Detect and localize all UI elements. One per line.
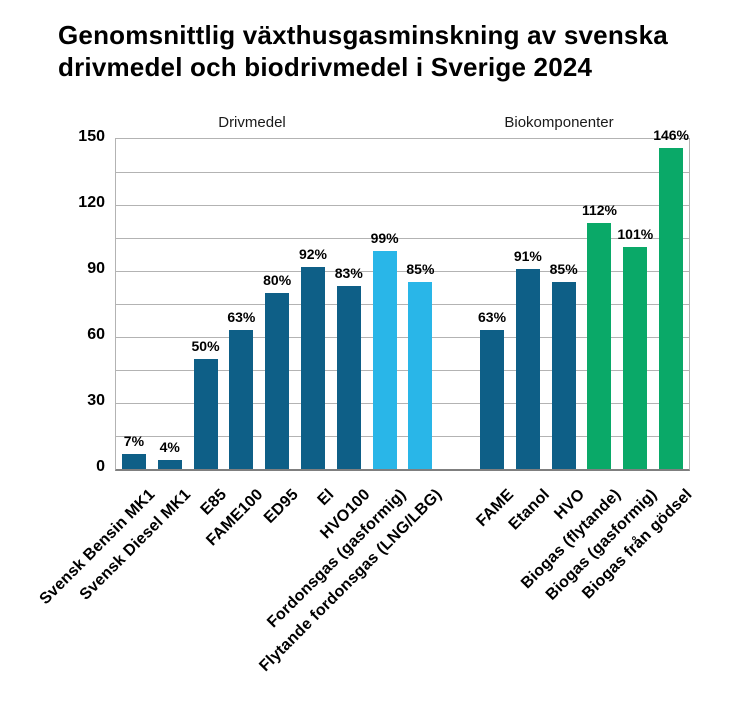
y-tick-label: 30 [87,392,105,409]
bar [193,359,218,469]
chart-title: Genomsnittlig växthusgasminskning av sve… [58,20,730,84]
gridline [116,370,689,371]
gridline [116,403,689,404]
bar-value-label: 63% [478,309,507,326]
bar-value-label: 91% [513,247,542,264]
bar [623,246,648,469]
x-category-label: ED95 [261,486,303,527]
bar [408,282,433,469]
bar-value-label: 85% [549,261,578,277]
bar-value-label: 112% [581,201,617,218]
bar [121,453,146,469]
bar-value-label: 83% [334,265,363,282]
y-tick-label: 0 [96,458,105,475]
y-tick-label: 150 [78,128,105,145]
bar-value-label: 4% [159,439,180,456]
chart-title-line1: Genomsnittlig växthusgasminskning av sve… [58,20,668,50]
bar [372,251,397,469]
y-tick-label: 90 [87,260,105,277]
bar-value-label: 101% [617,225,654,242]
gridline [116,172,689,173]
bar [336,286,361,469]
bar-value-label: 50% [191,338,220,354]
bar [265,293,290,469]
bar [157,460,182,469]
bar-value-label: 63% [227,309,256,326]
gridline [116,436,689,437]
bar-value-label: 80% [263,272,292,288]
group-label: Drivmedel [218,114,286,131]
group-label: Biokomponenter [504,114,614,131]
gridline [116,337,689,338]
bar-value-label: 85% [406,261,435,277]
bar-value-label: 99% [370,230,399,247]
gridline [116,205,689,206]
bar [480,330,505,469]
bar [587,222,612,469]
bar-value-label: 146% [653,126,689,143]
bar [659,147,684,469]
gridline [116,238,689,239]
x-category-label: El [314,486,338,510]
y-tick-label: 120 [78,194,105,211]
bar [551,282,576,469]
bar-value-label: 7% [123,432,145,449]
bar [300,266,325,469]
plot-area: 7% 4% 50% 63% 80% 92% 83% 99% 85% 63% 91% 85% 112% 10… [115,127,690,471]
gridline [116,271,689,272]
y-tick-label: 60 [87,326,105,343]
bar [229,330,254,469]
bar-value-label: 92% [298,245,327,262]
bar [515,268,540,469]
gridline [116,304,689,305]
chart-title-line2: drivmedel och biodrivmedel i Sverige 202… [58,51,593,82]
